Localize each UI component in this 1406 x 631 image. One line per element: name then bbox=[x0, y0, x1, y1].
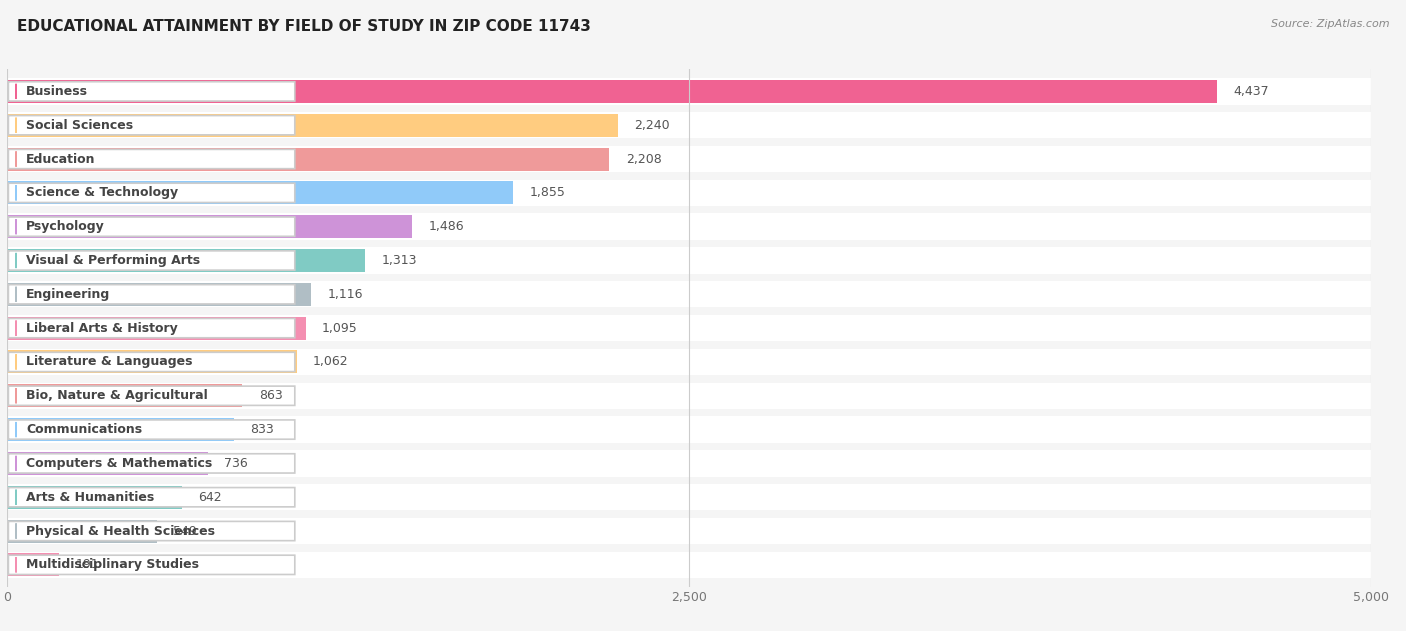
Text: Education: Education bbox=[27, 153, 96, 165]
Bar bbox=[7, 350, 297, 374]
Bar bbox=[7, 148, 609, 170]
Text: 642: 642 bbox=[198, 491, 222, 504]
FancyBboxPatch shape bbox=[7, 281, 1371, 307]
Text: Source: ZipAtlas.com: Source: ZipAtlas.com bbox=[1271, 19, 1389, 29]
Text: Physical & Health Sciences: Physical & Health Sciences bbox=[27, 524, 215, 538]
FancyBboxPatch shape bbox=[7, 112, 1371, 138]
FancyBboxPatch shape bbox=[8, 115, 295, 135]
FancyBboxPatch shape bbox=[8, 555, 295, 574]
Text: 1,116: 1,116 bbox=[328, 288, 363, 301]
Text: 1,313: 1,313 bbox=[381, 254, 418, 267]
Bar bbox=[7, 486, 183, 509]
Text: 863: 863 bbox=[259, 389, 283, 402]
Bar bbox=[7, 215, 412, 238]
Bar bbox=[7, 181, 513, 204]
Text: Literature & Languages: Literature & Languages bbox=[27, 355, 193, 369]
Text: Liberal Arts & History: Liberal Arts & History bbox=[27, 322, 179, 334]
Bar bbox=[7, 418, 235, 441]
FancyBboxPatch shape bbox=[8, 386, 295, 405]
Bar bbox=[7, 519, 157, 543]
Text: Computers & Mathematics: Computers & Mathematics bbox=[27, 457, 212, 470]
Text: 191: 191 bbox=[76, 558, 98, 571]
FancyBboxPatch shape bbox=[8, 251, 295, 270]
FancyBboxPatch shape bbox=[8, 319, 295, 338]
FancyBboxPatch shape bbox=[7, 382, 1371, 409]
Text: Business: Business bbox=[27, 85, 89, 98]
Text: Visual & Performing Arts: Visual & Performing Arts bbox=[27, 254, 200, 267]
Text: Communications: Communications bbox=[27, 423, 142, 436]
Text: Science & Technology: Science & Technology bbox=[27, 186, 179, 199]
FancyBboxPatch shape bbox=[8, 420, 295, 439]
Text: 1,855: 1,855 bbox=[530, 186, 565, 199]
FancyBboxPatch shape bbox=[8, 285, 295, 304]
Text: 549: 549 bbox=[173, 524, 197, 538]
Bar bbox=[7, 249, 366, 272]
Text: Psychology: Psychology bbox=[27, 220, 105, 233]
FancyBboxPatch shape bbox=[7, 213, 1371, 240]
Text: 833: 833 bbox=[250, 423, 274, 436]
Text: Social Sciences: Social Sciences bbox=[27, 119, 134, 132]
Text: 4,437: 4,437 bbox=[1233, 85, 1270, 98]
FancyBboxPatch shape bbox=[7, 484, 1371, 510]
FancyBboxPatch shape bbox=[8, 521, 295, 541]
Bar bbox=[7, 317, 305, 339]
FancyBboxPatch shape bbox=[7, 315, 1371, 341]
Bar bbox=[7, 384, 242, 407]
Bar bbox=[7, 80, 1218, 103]
FancyBboxPatch shape bbox=[7, 450, 1371, 476]
Text: 2,208: 2,208 bbox=[626, 153, 661, 165]
Bar bbox=[7, 553, 59, 576]
FancyBboxPatch shape bbox=[7, 551, 1371, 578]
Bar bbox=[7, 283, 312, 306]
FancyBboxPatch shape bbox=[7, 180, 1371, 206]
Text: Arts & Humanities: Arts & Humanities bbox=[27, 491, 155, 504]
FancyBboxPatch shape bbox=[7, 518, 1371, 544]
FancyBboxPatch shape bbox=[8, 488, 295, 507]
FancyBboxPatch shape bbox=[7, 416, 1371, 443]
FancyBboxPatch shape bbox=[7, 247, 1371, 274]
FancyBboxPatch shape bbox=[8, 150, 295, 168]
Bar bbox=[7, 114, 619, 137]
FancyBboxPatch shape bbox=[8, 183, 295, 203]
Text: 736: 736 bbox=[224, 457, 247, 470]
Text: Bio, Nature & Agricultural: Bio, Nature & Agricultural bbox=[27, 389, 208, 402]
Text: Multidisciplinary Studies: Multidisciplinary Studies bbox=[27, 558, 200, 571]
Text: 2,240: 2,240 bbox=[634, 119, 671, 132]
FancyBboxPatch shape bbox=[7, 349, 1371, 375]
Text: 1,095: 1,095 bbox=[322, 322, 357, 334]
FancyBboxPatch shape bbox=[7, 146, 1371, 172]
Bar bbox=[7, 452, 208, 475]
Text: Engineering: Engineering bbox=[27, 288, 111, 301]
FancyBboxPatch shape bbox=[8, 82, 295, 101]
FancyBboxPatch shape bbox=[7, 78, 1371, 105]
FancyBboxPatch shape bbox=[8, 454, 295, 473]
Text: 1,062: 1,062 bbox=[314, 355, 349, 369]
FancyBboxPatch shape bbox=[8, 352, 295, 372]
Text: 1,486: 1,486 bbox=[429, 220, 464, 233]
FancyBboxPatch shape bbox=[8, 217, 295, 237]
Text: EDUCATIONAL ATTAINMENT BY FIELD OF STUDY IN ZIP CODE 11743: EDUCATIONAL ATTAINMENT BY FIELD OF STUDY… bbox=[17, 19, 591, 34]
